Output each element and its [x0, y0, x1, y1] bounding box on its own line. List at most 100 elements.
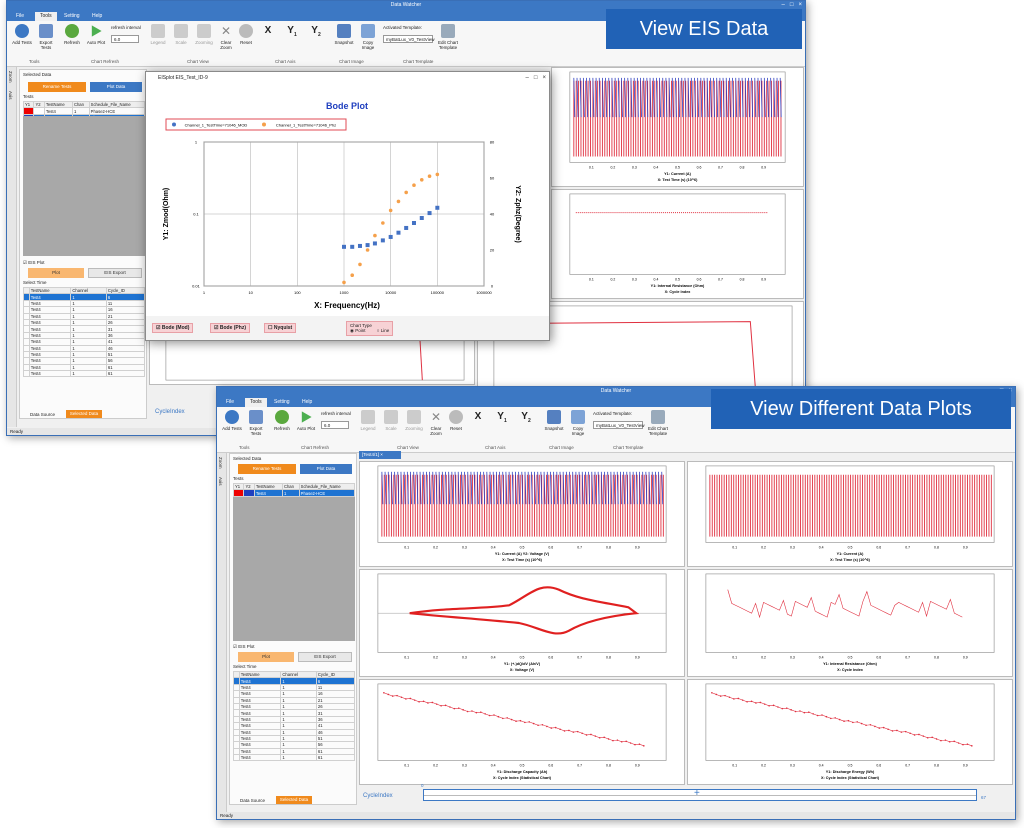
axis-side-tab[interactable]: Axis [8, 91, 13, 100]
template-select[interactable]: myBatLux_V0_TestView [593, 421, 644, 429]
rename-tests-button[interactable]: Rename Tests [28, 82, 86, 92]
list-item[interactable]: Test4 1 36 [23, 331, 146, 340]
snapshot-button[interactable]: Snapshot [333, 24, 355, 45]
auto-plot-button[interactable]: Auto Plot [295, 410, 317, 431]
eis-export-button[interactable]: EIS Export [88, 268, 142, 278]
tick-label: 0.1 [732, 655, 737, 659]
tick-label: 0.8 [606, 545, 611, 549]
list-item[interactable]: Test4 1 56 [23, 357, 146, 365]
chart-title: Bode Plot [326, 101, 368, 111]
list-item[interactable]: Test4 1 26 [23, 318, 146, 327]
axis-y1-button[interactable]: Y1 [497, 411, 507, 424]
reset-button[interactable]: Reset [445, 410, 467, 431]
minimize-icon[interactable]: – [781, 2, 785, 8]
list-item[interactable]: Test4 1 6 [23, 293, 146, 301]
plot-button[interactable]: Plot [28, 268, 84, 278]
refresh-button[interactable]: Refresh [271, 410, 293, 431]
activated-template-label: Activated Template: [593, 411, 633, 416]
tab-file[interactable]: File [226, 399, 235, 405]
document-tab[interactable]: [Test4/1] × [359, 451, 401, 459]
list-item[interactable]: Test4 1 61 [23, 370, 146, 378]
edit-template-button[interactable]: Edit Chart Template [647, 410, 669, 436]
dialog-close-icon[interactable]: × [542, 75, 546, 81]
scale-button[interactable]: Scale [170, 24, 192, 45]
x-axis-label: X: Test Time (s) (10^6) [830, 558, 871, 562]
data-source-tab[interactable]: Data Source [30, 412, 56, 417]
list-item[interactable]: Test4 1 61 [233, 754, 356, 762]
zooming-button[interactable]: Zooming [403, 410, 425, 431]
tab-tools[interactable]: Tools [245, 398, 267, 407]
tick-label: 0.7 [718, 277, 723, 281]
legend-button[interactable]: Legend [147, 24, 169, 45]
eis-export-button[interactable]: EIS Export [298, 652, 352, 662]
cycle-slider[interactable]: + [423, 788, 977, 801]
template-select[interactable]: myBatLux_V0_TestView [383, 35, 434, 43]
cycle-index-label: CycleIndex [155, 409, 185, 415]
export-tests-button[interactable]: Export Tests [245, 410, 267, 436]
list-item[interactable]: Test4 1 41 [23, 338, 146, 346]
bode-mod-checkbox[interactable]: ☑ Bode (Mod) [152, 323, 194, 333]
list-item[interactable]: Test4 1 16 [23, 306, 146, 314]
tab-tools[interactable]: Tools [35, 12, 57, 21]
zooming-button[interactable]: Zooming [193, 24, 215, 45]
legend-label: Channel_1_TestTime=71046_MOD [185, 123, 248, 128]
chart-type-line-radio[interactable]: ○ Line [376, 328, 390, 333]
add-tests-button[interactable]: Add Tests [11, 24, 33, 45]
chart-type-point-radio[interactable]: ◉ Point [350, 328, 366, 333]
clear-zoom-button[interactable]: ✕ Clear Zoom [430, 410, 442, 436]
copy-image-button[interactable]: Copy Image [357, 24, 379, 50]
bode-phz-checkbox[interactable]: ☑ Bode (Phz) [210, 323, 250, 333]
selected-data-tab[interactable]: Selected Data [66, 410, 102, 418]
rename-tests-button[interactable]: Rename Tests [238, 464, 296, 474]
auto-plot-button[interactable]: Auto Plot [85, 24, 107, 45]
list-item[interactable]: Test4 1 46 [23, 344, 146, 352]
edit-template-button[interactable]: Edit Chart Template [437, 24, 459, 50]
list-item[interactable]: Test4 1 51 [23, 350, 146, 359]
dialog-minimize-icon[interactable]: – [525, 75, 529, 81]
axis-y1-button[interactable]: Y1 [287, 25, 297, 38]
plot-button[interactable]: Plot [238, 652, 294, 662]
table-row[interactable]: Test4 1 Phase2-HCE [22, 107, 146, 115]
tick-label: 0.1 [732, 545, 737, 549]
tab-setting[interactable]: Setting [64, 13, 80, 19]
axis-x-button[interactable]: X [264, 25, 272, 36]
copy-image-button[interactable]: Copy Image [567, 410, 589, 436]
maximize-icon[interactable]: □ [789, 2, 794, 8]
scale-button[interactable]: Scale [380, 410, 402, 431]
selected-data-tab[interactable]: Selected Data [276, 796, 312, 804]
close-icon[interactable]: × [798, 2, 802, 8]
tab-file[interactable]: File [16, 13, 25, 19]
clear-zoom-button[interactable]: ✕ Clear Zoom [220, 24, 232, 50]
plot-data-button[interactable]: Plot Data [90, 82, 142, 92]
slider-max: 67 [981, 795, 987, 800]
zoom-side-tab[interactable]: Zoom [218, 457, 223, 469]
tab-setting[interactable]: Setting [274, 399, 290, 405]
zoom-side-tab[interactable]: Zoom [8, 71, 13, 83]
tab-help[interactable]: Help [92, 13, 103, 19]
refresh-button[interactable]: Refresh [61, 24, 83, 45]
list-item[interactable]: Test4 1 61 [23, 363, 146, 372]
axis-y2-button[interactable]: Y2 [521, 411, 531, 424]
axis-y2-button[interactable]: Y2 [311, 25, 321, 38]
close-tab-icon[interactable]: × [380, 452, 383, 457]
list-item[interactable]: Test4 1 31 [23, 325, 146, 333]
data-point [419, 215, 424, 220]
table-row[interactable]: Test4 1 Phase2-HCE [232, 489, 356, 497]
refresh-interval-select[interactable]: 6.0 [111, 35, 139, 43]
add-tests-button[interactable]: Add Tests [221, 410, 243, 431]
dialog-maximize-icon[interactable]: □ [533, 75, 538, 81]
reset-button[interactable]: Reset [235, 24, 257, 45]
tab-help[interactable]: Help [302, 399, 313, 405]
plot-data-button[interactable]: Plot Data [300, 464, 352, 474]
axis-x-button[interactable]: X [474, 411, 482, 422]
data-source-tab[interactable]: Data Source [240, 798, 266, 803]
axis-side-tab[interactable]: Axis [218, 477, 223, 486]
refresh-interval-select[interactable]: 6.0 [321, 421, 349, 429]
legend-button[interactable]: Legend [357, 410, 379, 431]
list-item[interactable]: Test4 1 11 [23, 299, 146, 308]
export-tests-button[interactable]: Export Tests [35, 24, 57, 50]
nyquist-checkbox[interactable]: ☐ Nyquist [264, 323, 297, 333]
slider-thumb[interactable]: + [694, 788, 700, 799]
list-item[interactable]: Test4 1 21 [23, 312, 146, 320]
snapshot-button[interactable]: Snapshot [543, 410, 565, 431]
